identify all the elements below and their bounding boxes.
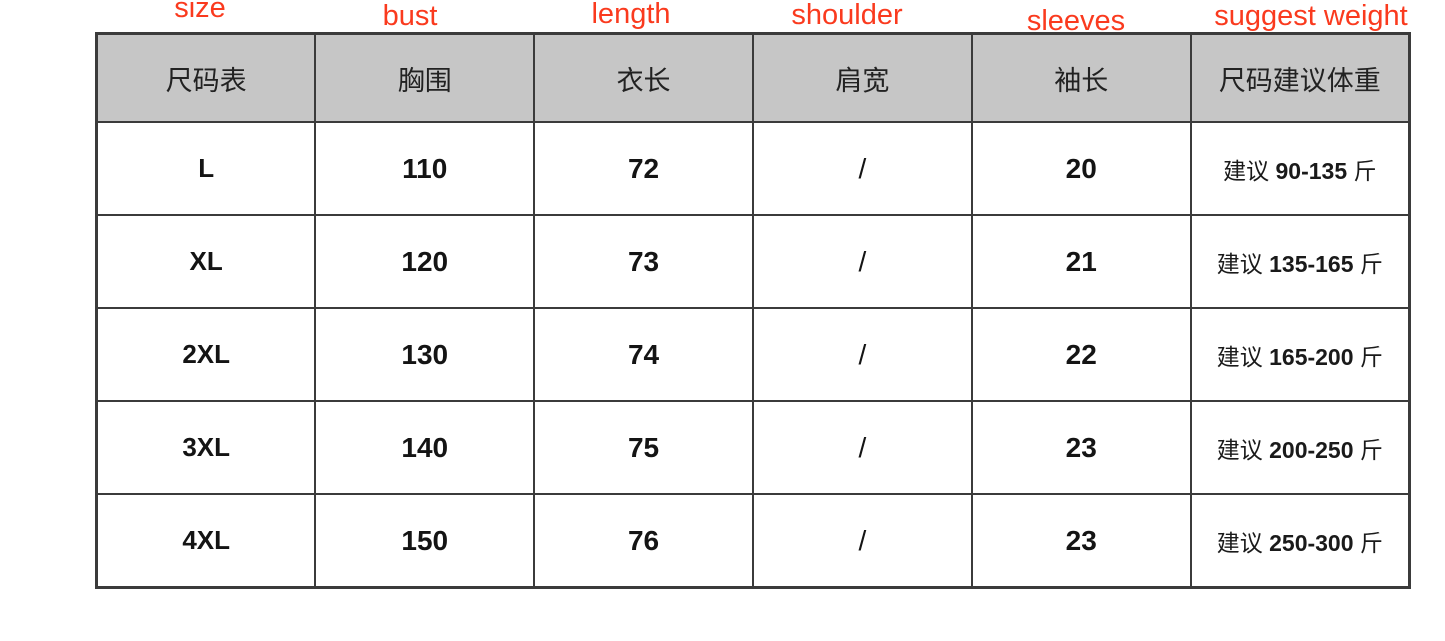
size-chart-table: 尺码表 胸围 衣长 肩宽 袖长 尺码建议体重 L 110 72/20 建议 90-135 斤 XL…: [95, 32, 1411, 589]
cell-4-3: /: [751, 493, 973, 589]
cell-3-2: 75: [533, 400, 754, 495]
table-row-4XL: 4XL 150 76/23 建议 250-300 斤: [95, 493, 1411, 589]
cell-0-4: 20: [970, 121, 1192, 216]
cell-3-1: 140: [314, 400, 536, 495]
annotation-shoulder: shoulder: [791, 0, 903, 31]
table-header: 尺码表 胸围 衣长 肩宽 袖长 尺码建议体重: [95, 32, 1411, 123]
column-header-0: 尺码表: [95, 32, 317, 123]
annotation-length: length: [591, 0, 671, 30]
table-body: L 110 72/20 建议 90-135 斤 XL 120 73/21 建议 135-165…: [95, 121, 1411, 589]
cell-3-3: /: [751, 400, 973, 495]
column-header-5: 尺码建议体重: [1189, 32, 1411, 123]
cell-4-4: 23: [970, 493, 1192, 589]
cell-2-5: 建议 165-200 斤: [1189, 307, 1411, 402]
cell-1-2: 73: [533, 214, 754, 309]
cell-1-4: 21: [970, 214, 1192, 309]
cell-1-0: XL: [95, 214, 317, 309]
column-header-2: 衣长: [533, 32, 754, 123]
column-header-1: 胸围: [314, 32, 536, 123]
annotation-size: size: [174, 0, 226, 24]
cell-0-2: 72: [533, 121, 754, 216]
cell-4-2: 76: [533, 493, 754, 589]
table-header-row: 尺码表 胸围 衣长 肩宽 袖长 尺码建议体重: [95, 32, 1411, 123]
cell-1-3: /: [751, 214, 973, 309]
annotation-suggest-weight: suggest weight: [1214, 0, 1408, 32]
annotation-bust: bust: [382, 0, 438, 32]
cell-0-3: /: [751, 121, 973, 216]
cell-3-4: 23: [970, 400, 1192, 495]
cell-2-4: 22: [970, 307, 1192, 402]
cell-4-0: 4XL: [95, 493, 317, 589]
cell-2-2: 74: [533, 307, 754, 402]
cell-2-3: /: [751, 307, 973, 402]
column-header-4: 袖长: [970, 32, 1192, 123]
table-row-XL: XL 120 73/21 建议 135-165 斤: [95, 214, 1411, 309]
cell-4-5: 建议 250-300 斤: [1189, 493, 1411, 589]
table-row-3XL: 3XL 140 75/23 建议 200-250 斤: [95, 400, 1411, 495]
cell-2-0: 2XL: [95, 307, 317, 402]
cell-0-0: L: [95, 121, 317, 216]
cell-1-1: 120: [314, 214, 536, 309]
cell-2-1: 130: [314, 307, 536, 402]
cell-0-1: 110: [314, 121, 536, 216]
cell-3-5: 建议 200-250 斤: [1189, 400, 1411, 495]
annotation-sleeves: sleeves: [1026, 5, 1126, 37]
cell-3-0: 3XL: [95, 400, 317, 495]
cell-0-5: 建议 90-135 斤: [1189, 121, 1411, 216]
table-row-2XL: 2XL 130 74/22 建议 165-200 斤: [95, 307, 1411, 402]
table-row-L: L 110 72/20 建议 90-135 斤: [95, 121, 1411, 216]
cell-4-1: 150: [314, 493, 536, 589]
cell-1-5: 建议 135-165 斤: [1189, 214, 1411, 309]
column-header-3: 肩宽: [751, 32, 973, 123]
